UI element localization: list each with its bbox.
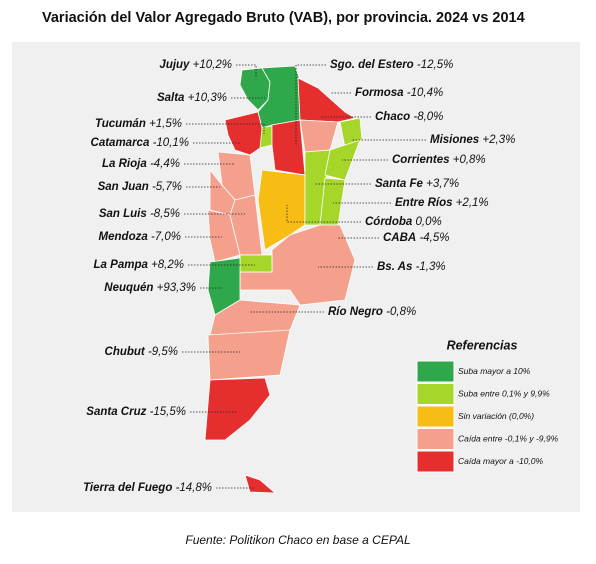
- province-label: Tierra del Fuego -14,8%: [83, 482, 212, 494]
- province-santa-cruz: [204, 377, 271, 441]
- province-catamarca: [224, 111, 263, 156]
- province-label: San Juan -5,7%: [98, 181, 182, 193]
- leader: [186, 123, 265, 134]
- legend-label: Suba mayor a 10%: [458, 366, 531, 376]
- province-label: Santa Fe +3,7%: [375, 178, 459, 190]
- legend-swatch: [416, 360, 455, 383]
- legend-swatch: [416, 428, 455, 450]
- province-label: Santa Cruz -15,5%: [86, 406, 186, 418]
- province-label: Salta +10,3%: [157, 92, 227, 104]
- province-label: Córdoba 0,0%: [365, 216, 442, 228]
- province-la-pampa: [239, 254, 273, 273]
- title: Variación del Valor Agregado Bruto (VAB)…: [42, 10, 525, 26]
- province-label: Bs. As -1,3%: [377, 261, 446, 273]
- legend-label: Suba entre 0,1% y 9,9%: [458, 388, 550, 398]
- leader: [236, 64, 257, 78]
- province-label: La Pampa +8,2%: [94, 259, 184, 271]
- province-label: Sgo. del Estero -12,5%: [330, 59, 453, 71]
- province-label: Entre Ríos +2,1%: [395, 197, 489, 209]
- province-label: Río Negro -0,8%: [328, 306, 416, 318]
- legend: Referencias Suba mayor a 10% Suba entre 0…: [416, 338, 559, 473]
- province-label: Neuquén +93,3%: [104, 282, 196, 294]
- province-label: Chaco -8,0%: [375, 111, 443, 123]
- leader: [295, 64, 326, 145]
- province-label: Mendoza -7,0%: [99, 231, 181, 243]
- province-label: Misiones +2,3%: [430, 134, 515, 146]
- labels-left: Jujuy +10,2% Salta +10,3% Tucumán +1,5% …: [83, 59, 232, 494]
- province-label: Tucumán +1,5%: [95, 118, 182, 130]
- legend-swatch: [416, 450, 455, 473]
- province-label: San Luis -8,5%: [99, 208, 180, 220]
- province-label: Catamarca -10,1%: [91, 137, 189, 149]
- leader: [286, 205, 361, 223]
- labels-right: Sgo. del Estero -12,5% Formosa -10,4% Ch…: [328, 59, 515, 318]
- legend-swatch: [416, 383, 455, 405]
- legend-label: Sin variación (0,0%): [458, 411, 534, 421]
- province-label: Formosa -10,4%: [355, 87, 443, 99]
- legend-swatch: [416, 405, 455, 428]
- province-label: Jujuy +10,2%: [159, 59, 232, 71]
- legend-title: Referencias: [447, 338, 518, 352]
- legend-label: Caída mayor a -10,0%: [458, 456, 543, 466]
- province-label: Corrientes +0,8%: [392, 154, 486, 166]
- legend-label: Caída entre -0,1% y -9,9%: [458, 433, 559, 443]
- province-santiago: [271, 119, 306, 176]
- province-chubut: [207, 329, 291, 381]
- province-label: CABA -4,5%: [383, 232, 449, 244]
- source: Fuente: Politikon Chaco en base a CEPAL: [185, 533, 410, 547]
- province-label: Chubut -9,5%: [105, 346, 178, 358]
- province-tierra-del-fuego: [244, 474, 277, 494]
- leaders: [182, 64, 426, 489]
- province-label: La Rioja -4,4%: [102, 158, 180, 170]
